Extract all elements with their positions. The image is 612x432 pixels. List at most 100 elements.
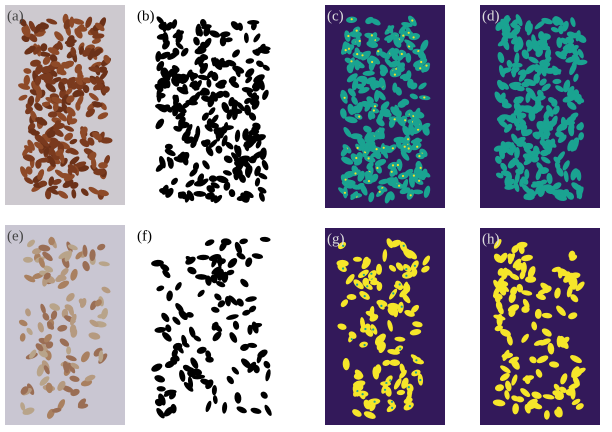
seed	[516, 241, 528, 249]
seed	[250, 407, 262, 414]
seed	[555, 85, 565, 92]
seed	[563, 79, 571, 93]
seed	[231, 152, 240, 163]
seed	[566, 101, 577, 110]
seed	[521, 290, 533, 296]
seed	[55, 274, 66, 283]
seed	[205, 356, 214, 363]
seed	[259, 236, 271, 242]
seed	[202, 160, 210, 170]
seed	[171, 19, 178, 29]
seed	[52, 101, 59, 112]
seed	[162, 331, 172, 342]
seed	[550, 115, 558, 128]
seed	[236, 298, 244, 307]
seed	[556, 305, 566, 317]
seed	[570, 355, 582, 364]
seed	[527, 266, 536, 278]
panel: (c)	[325, 5, 445, 208]
seed	[575, 281, 585, 292]
seed	[172, 47, 180, 56]
seed	[563, 170, 569, 183]
seed	[516, 283, 524, 293]
seed	[352, 409, 362, 417]
seed	[167, 68, 174, 79]
seed	[264, 404, 272, 416]
seed	[255, 139, 262, 149]
seed	[406, 383, 414, 393]
seed	[518, 70, 527, 82]
seed	[80, 351, 90, 363]
seed	[380, 143, 386, 155]
speck	[363, 343, 366, 347]
seed	[245, 296, 257, 302]
seed	[393, 37, 402, 48]
seed	[43, 272, 51, 280]
seed	[61, 385, 74, 393]
seed	[253, 134, 266, 142]
seed	[376, 333, 386, 344]
seed	[544, 67, 558, 74]
seed	[506, 334, 513, 346]
seed	[70, 313, 77, 326]
seed	[500, 162, 508, 171]
seed	[24, 176, 34, 185]
seed	[501, 352, 514, 359]
seed	[89, 77, 97, 85]
seed	[230, 21, 240, 31]
seed	[234, 241, 243, 255]
seed	[33, 46, 41, 55]
seed	[18, 319, 28, 327]
seed	[409, 82, 418, 90]
speck	[356, 53, 359, 56]
seed	[74, 161, 87, 168]
seed	[345, 274, 355, 285]
seed	[521, 305, 530, 313]
seed	[524, 169, 530, 180]
seed	[387, 319, 393, 332]
seed	[101, 86, 110, 94]
seed	[33, 23, 42, 34]
seed	[355, 35, 362, 48]
speck	[416, 145, 419, 148]
seed	[534, 308, 542, 319]
seed	[558, 268, 564, 279]
seed	[387, 399, 395, 406]
seed	[498, 148, 506, 160]
seed	[177, 107, 187, 114]
seed	[250, 322, 263, 329]
speck	[370, 34, 373, 37]
seed	[34, 141, 44, 150]
seed	[70, 362, 80, 370]
seed	[88, 92, 99, 101]
panel-label: (e)	[7, 228, 24, 244]
seed	[547, 342, 555, 355]
seed	[42, 101, 51, 107]
speck	[419, 67, 422, 70]
seed	[28, 33, 38, 43]
speck	[350, 60, 353, 63]
seed	[530, 155, 540, 163]
seed	[171, 77, 180, 87]
seed	[200, 140, 209, 147]
seed	[154, 375, 165, 383]
seed	[531, 321, 538, 331]
speck	[417, 128, 420, 131]
panel: (e)	[5, 225, 125, 425]
seed	[64, 39, 77, 45]
seed	[214, 194, 223, 204]
seed	[180, 47, 189, 57]
seed	[38, 180, 48, 187]
seed	[573, 73, 579, 82]
seed	[233, 170, 240, 181]
seed	[82, 261, 90, 272]
seed	[192, 374, 206, 380]
seed	[20, 402, 26, 411]
seed	[417, 51, 426, 60]
seed	[572, 375, 580, 387]
seed	[70, 268, 78, 281]
seed	[495, 155, 502, 164]
seed	[64, 304, 74, 312]
seed	[571, 398, 581, 406]
seed	[69, 138, 78, 145]
